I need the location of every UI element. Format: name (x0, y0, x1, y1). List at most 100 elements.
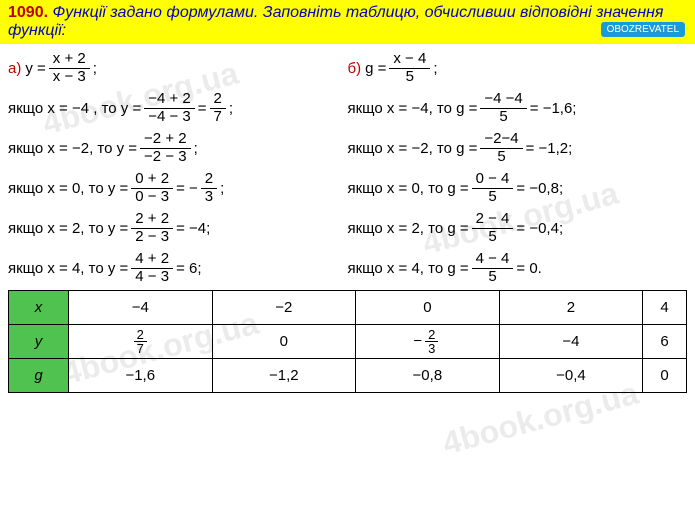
frac: −4 + 2−4 − 3 (144, 91, 195, 125)
content: а) y = x + 2 x − 3 ; якщо х = −4 , то у … (0, 44, 695, 288)
cell: 2 (499, 291, 643, 325)
tail: = −0,8; (516, 180, 563, 197)
n: 4 + 2 (131, 251, 173, 269)
d: 5 (484, 189, 500, 206)
d: 5 (493, 149, 509, 166)
cell: −1,6 (69, 359, 213, 393)
line-b3: якщо х = 0, то g = 0 − 45 = −0,8; (348, 168, 688, 208)
problem-number: 1090. (8, 4, 48, 21)
n: 2 + 2 (131, 211, 173, 229)
cell: −23 (356, 325, 500, 359)
badge: OBOZREVATEL (601, 22, 685, 37)
pre: якщо х = 2, то у = (8, 220, 128, 237)
problem-text: Функції задано формулами. Заповніть табл… (8, 4, 663, 39)
pre: якщо х = 4, то у = (8, 260, 128, 277)
tail: ; (229, 100, 233, 117)
frac: 4 − 45 (472, 251, 514, 285)
cell: 0 (212, 325, 356, 359)
pre: якщо х = −4, то g = (348, 100, 478, 117)
pre: якщо х = −2, то у = (8, 140, 137, 157)
mid: = − (176, 180, 198, 197)
frac: 2 + 22 − 3 (131, 211, 173, 245)
tail: = 6; (176, 260, 201, 277)
cell: 6 (643, 325, 687, 359)
d: 3 (425, 342, 438, 355)
column-b: б) g = x − 4 5 ; якщо х = −4, то g = −4 … (348, 48, 688, 288)
d: 2 − 3 (131, 229, 173, 246)
hdr-g: g (9, 359, 69, 393)
n: 2 (425, 328, 438, 342)
result-table: х −4 −2 0 2 4 у 27 0 −23 −4 6 g −1,6 −1,… (0, 288, 695, 393)
n: 4 − 4 (472, 251, 514, 269)
frac: 4 + 24 − 3 (131, 251, 173, 285)
line-a4: якщо х = 2, то у = 2 + 22 − 3 = −4; (8, 208, 348, 248)
d: −2 − 3 (140, 149, 191, 166)
tail: ; (93, 60, 97, 77)
def-b: б) g = x − 4 5 ; (348, 48, 688, 88)
label-a: а) (8, 60, 21, 77)
tail: ; (194, 140, 198, 157)
d: 5 (484, 269, 500, 286)
d: 4 − 3 (131, 269, 173, 286)
tail: = −4; (176, 220, 210, 237)
d: 0 − 3 (131, 189, 173, 206)
cell: −2 (212, 291, 356, 325)
cell: −0,8 (356, 359, 500, 393)
tail: = −1,6; (530, 100, 577, 117)
problem-header: 1090. Функції задано формулами. Заповніт… (0, 0, 695, 44)
frac: 0 − 45 (472, 171, 514, 205)
line-a5: якщо х = 4, то у = 4 + 24 − 3 = 6; (8, 248, 348, 288)
line-b4: якщо х = 2, то g = 2 − 45 = −0,4; (348, 208, 688, 248)
pre: якщо х = 0, то у = (8, 180, 128, 197)
row-x: х −4 −2 0 2 4 (9, 291, 687, 325)
cell: −4 (499, 325, 643, 359)
hdr-y: у (9, 325, 69, 359)
d: −4 − 3 (144, 109, 195, 126)
d: 5 (402, 69, 418, 86)
n: 0 + 2 (131, 171, 173, 189)
label-b: б) (348, 60, 362, 77)
line-b5: якщо х = 4, то g = 4 − 45 = 0. (348, 248, 688, 288)
frac: −2 + 2−2 − 3 (140, 131, 191, 165)
neg: − (413, 332, 422, 349)
n: −2 + 2 (140, 131, 191, 149)
tail: ; (220, 180, 224, 197)
n: −4 −4 (480, 91, 526, 109)
cell: 4 (643, 291, 687, 325)
mid: = (198, 100, 207, 117)
d: 3 (201, 189, 217, 206)
frac: 27 (210, 91, 226, 125)
n: x − 4 (389, 51, 430, 69)
line-a3: якщо х = 0, то у = 0 + 20 − 3 = − 23 ; (8, 168, 348, 208)
n: 2 (201, 171, 217, 189)
row-y: у 27 0 −23 −4 6 (9, 325, 687, 359)
frac: 27 (134, 328, 147, 355)
d: 7 (210, 109, 226, 126)
n: 0 − 4 (472, 171, 514, 189)
column-a: а) y = x + 2 x − 3 ; якщо х = −4 , то у … (8, 48, 348, 288)
cell: 0 (356, 291, 500, 325)
def-lhs: y = (25, 60, 45, 77)
frac: x − 4 5 (389, 51, 430, 85)
cell: −1,2 (212, 359, 356, 393)
d: 5 (484, 229, 500, 246)
n: −2−4 (480, 131, 522, 149)
cell: 0 (643, 359, 687, 393)
def-lhs: g = (365, 60, 386, 77)
def-a: а) y = x + 2 x − 3 ; (8, 48, 348, 88)
frac-den: x − 3 (49, 69, 90, 86)
cell: −4 (69, 291, 213, 325)
frac: 0 + 20 − 3 (131, 171, 173, 205)
frac: −2−45 (480, 131, 522, 165)
tail: = −1,2; (526, 140, 573, 157)
tail: = 0. (516, 260, 541, 277)
n: 2 (134, 328, 147, 342)
d: 7 (134, 342, 147, 355)
n: −4 + 2 (144, 91, 195, 109)
tail: ; (433, 60, 437, 77)
pre: якщо х = −4 , то у = (8, 100, 141, 117)
cell: −0,4 (499, 359, 643, 393)
pre: якщо х = 4, то g = (348, 260, 469, 277)
frac: x + 2 x − 3 (49, 51, 90, 85)
line-b2: якщо х = −2, то g = −2−45 = −1,2; (348, 128, 688, 168)
